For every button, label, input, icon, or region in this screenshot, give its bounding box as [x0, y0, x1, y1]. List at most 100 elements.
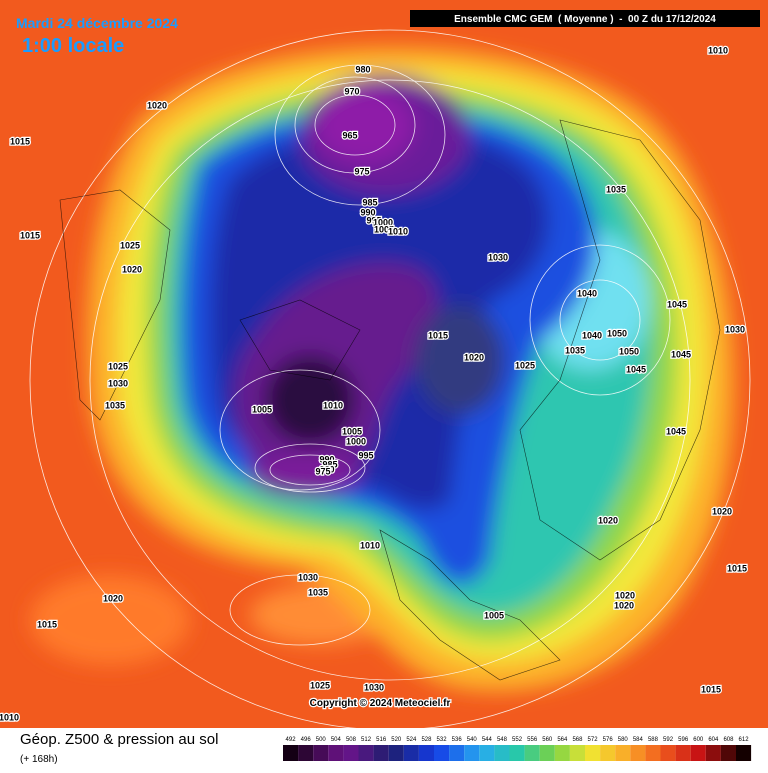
scale-swatch — [615, 745, 631, 761]
isobar-label: 1010 — [323, 400, 343, 410]
isobar-label-halo: 1020 — [122, 264, 142, 274]
isobar-label: 1035 — [565, 345, 585, 355]
isobar-label-halo: 995 — [366, 215, 381, 225]
isobar-label-halo: 970 — [344, 86, 359, 96]
scale-label: 588 — [648, 737, 659, 743]
isobar-label-halo: 1010 — [708, 45, 728, 55]
isobar-label: 1035 — [105, 400, 125, 410]
scale-swatch — [449, 745, 465, 761]
isobar-label-halo: 1015 — [701, 684, 721, 694]
isobar-label-halo: 1010 — [323, 400, 343, 410]
isobar-label: 1010 — [708, 45, 728, 55]
isobar-label-halo: 1005 — [484, 610, 504, 620]
scale-label: 544 — [482, 737, 493, 743]
isobar-label-halo: 1025 — [515, 360, 535, 370]
isobar-label: 1015 — [428, 330, 448, 340]
scale-swatch — [524, 745, 540, 761]
isobar-label-halo: 975 — [354, 166, 369, 176]
scale-swatch — [283, 745, 299, 761]
isobar-label: 1020 — [122, 264, 142, 274]
isobar-label: 1045 — [671, 349, 691, 359]
isobar-label: 995 — [358, 450, 373, 460]
scale-swatch — [660, 745, 676, 761]
isobar-label: 990 — [360, 207, 375, 217]
isobar-label: 1015 — [10, 136, 30, 146]
isobar-label-halo: 1040 — [582, 330, 602, 340]
isobar-label: 1020 — [103, 593, 123, 603]
isobar-label-halo: 1050 — [619, 346, 639, 356]
isobar-label: 1005 — [342, 426, 362, 436]
scale-swatch — [343, 745, 359, 761]
isobar-label: 1020 — [464, 352, 484, 362]
scale-label: 496 — [301, 737, 312, 743]
isobar-label: 1000 — [346, 436, 366, 446]
isobar-label-halo: 1020 — [103, 593, 123, 603]
scale-swatch — [494, 745, 510, 761]
scale-label: 592 — [663, 737, 674, 743]
isobar-label-halo: 1020 — [464, 352, 484, 362]
scale-label: 516 — [376, 737, 387, 743]
coastlines — [59, 119, 721, 681]
isobar-label-halo: 1025 — [108, 361, 128, 371]
isobar-label-halo: 1050 — [607, 328, 627, 338]
isobar-label-halo: 1015 — [727, 563, 747, 573]
scale-label: 520 — [391, 737, 402, 743]
isobar-label-halo: 1020 — [614, 600, 634, 610]
isobar-label-halo: 1000 — [373, 217, 393, 227]
isobar-label: 1010 — [0, 712, 19, 722]
footer-title: Géop. Z500 & pression au sol — [20, 731, 218, 748]
isobar-label-halo: 985 — [362, 197, 377, 207]
isobar-label: 1050 — [619, 346, 639, 356]
scale-swatch — [539, 745, 555, 761]
isobar-label-halo: 965 — [342, 130, 357, 140]
scale-label: 608 — [723, 737, 734, 743]
scale-label: 512 — [361, 737, 372, 743]
isobar-label-halo: 1045 — [671, 349, 691, 359]
scale-swatch — [630, 745, 646, 761]
isobar-label-halo: 1005 — [252, 404, 272, 414]
isobar-label-halo: 1010 — [388, 226, 408, 236]
footer-lead-time: (+ 168h) — [20, 754, 58, 765]
scale-swatch — [600, 745, 616, 761]
scale-label: 528 — [421, 737, 432, 743]
isobar-label: 1020 — [598, 515, 618, 525]
scale-label: 532 — [437, 737, 448, 743]
scale-label: 572 — [588, 737, 599, 743]
isobar-label: 1030 — [488, 252, 508, 262]
isobar-label-halo: 1040 — [577, 288, 597, 298]
scale-swatch — [418, 745, 434, 761]
isobar-label: 1020 — [614, 600, 634, 610]
scale-swatch — [569, 745, 585, 761]
isobar-label: 1035 — [308, 587, 328, 597]
scale-swatch — [645, 745, 661, 761]
scale-swatch — [358, 745, 374, 761]
isobar-label: 965 — [342, 130, 357, 140]
scale-swatch — [509, 745, 525, 761]
isobar-label: 1015 — [701, 684, 721, 694]
scale-label: 540 — [467, 737, 478, 743]
model-box — [410, 10, 760, 27]
isobar-label-halo: 1045 — [667, 299, 687, 309]
isobar-label-halo: 1020 — [598, 515, 618, 525]
isobar-label: 980 — [319, 464, 334, 474]
scale-swatch — [298, 745, 314, 761]
isobar-label-halo: 1025 — [310, 680, 330, 690]
isobar-label-halo: 975 — [315, 466, 330, 476]
scale-label: 548 — [497, 737, 508, 743]
isobar-label: 1005 — [374, 224, 394, 234]
isobar-label: 1030 — [298, 572, 318, 582]
isobar-label: 1020 — [147, 100, 167, 110]
scale-swatch — [313, 745, 329, 761]
map-time: 1:00 locale — [22, 35, 124, 57]
isobar-label-halo: 1020 — [615, 590, 635, 600]
isobar-label-halo: 1035 — [308, 587, 328, 597]
isobar-label: 980 — [355, 64, 370, 74]
isobar-label-halo: 1030 — [298, 572, 318, 582]
isobar-label: 1025 — [310, 680, 330, 690]
isobar-label-halo: 990 — [360, 207, 375, 217]
isobar-label: 990 — [319, 454, 334, 464]
isobar-label-halo: 1030 — [488, 252, 508, 262]
copyright: Copyright © 2024 Meteociel.fr — [310, 698, 451, 709]
scale-label: 580 — [618, 737, 629, 743]
